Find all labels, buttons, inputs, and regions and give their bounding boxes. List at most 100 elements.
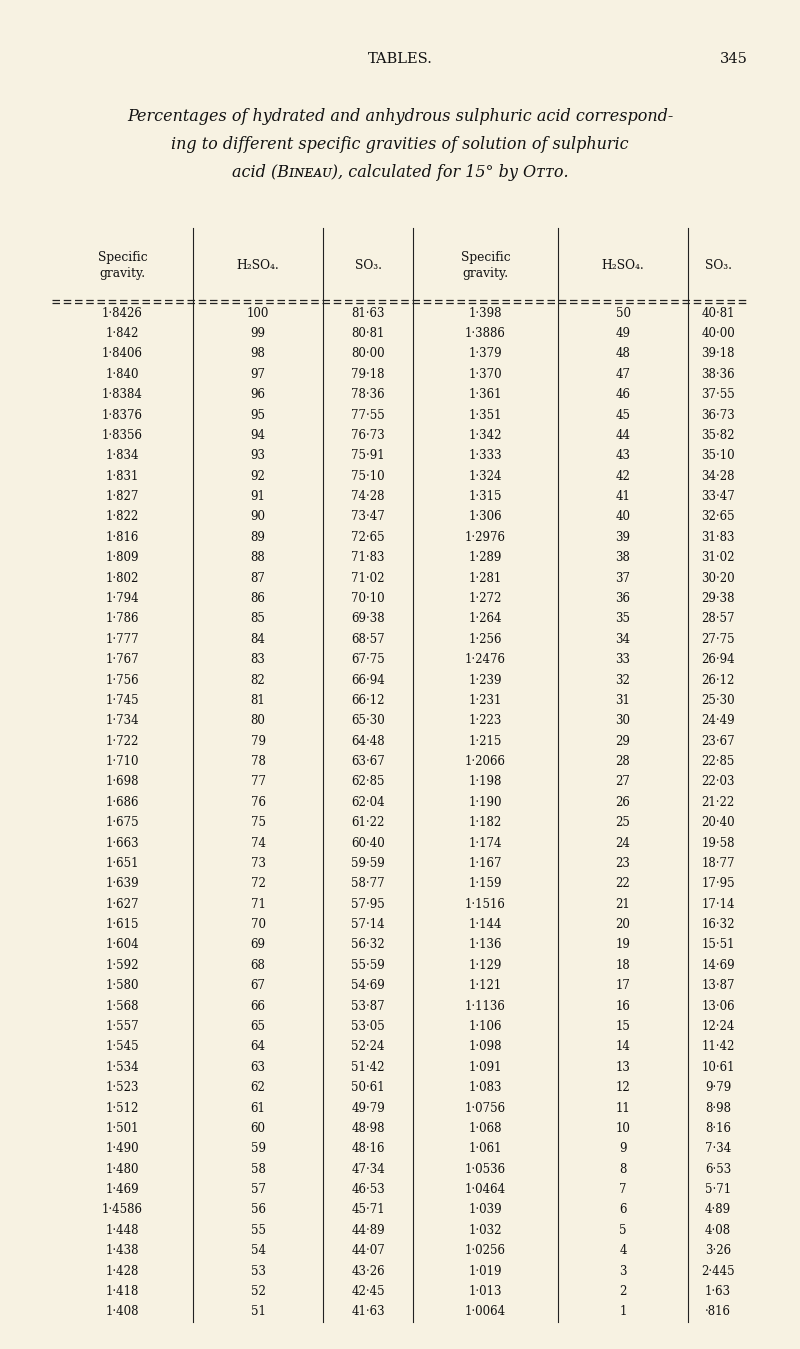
Text: 17·14: 17·14 bbox=[702, 897, 734, 911]
Text: 6: 6 bbox=[619, 1203, 626, 1217]
Text: 1·190: 1·190 bbox=[469, 796, 502, 809]
Text: 22·03: 22·03 bbox=[702, 776, 734, 788]
Text: 15: 15 bbox=[615, 1020, 630, 1033]
Text: 51·42: 51·42 bbox=[351, 1060, 385, 1074]
Text: 59: 59 bbox=[250, 1143, 266, 1155]
Text: SO₃.: SO₃. bbox=[705, 259, 731, 272]
Text: 37·55: 37·55 bbox=[701, 389, 735, 401]
Text: 93: 93 bbox=[250, 449, 266, 463]
Text: 78: 78 bbox=[250, 755, 266, 768]
Text: 1·545: 1·545 bbox=[106, 1040, 139, 1054]
Text: 73·47: 73·47 bbox=[351, 510, 385, 523]
Text: 79·18: 79·18 bbox=[351, 368, 385, 380]
Text: 24·49: 24·49 bbox=[701, 714, 735, 727]
Text: 94: 94 bbox=[250, 429, 266, 442]
Text: 1·061: 1·061 bbox=[469, 1143, 502, 1155]
Text: 61: 61 bbox=[250, 1102, 266, 1114]
Text: 52: 52 bbox=[250, 1286, 266, 1298]
Text: 38: 38 bbox=[615, 552, 630, 564]
Text: 52·24: 52·24 bbox=[351, 1040, 385, 1054]
Text: H₂SO₄.: H₂SO₄. bbox=[237, 259, 279, 272]
Text: 1·091: 1·091 bbox=[469, 1060, 502, 1074]
Text: 73: 73 bbox=[250, 857, 266, 870]
Text: 1·580: 1·580 bbox=[106, 979, 139, 993]
Text: 8: 8 bbox=[619, 1163, 626, 1175]
Text: 7: 7 bbox=[619, 1183, 626, 1197]
Text: 50·61: 50·61 bbox=[351, 1081, 385, 1094]
Text: 70·10: 70·10 bbox=[351, 592, 385, 604]
Text: 49·79: 49·79 bbox=[351, 1102, 385, 1114]
Text: 1·272: 1·272 bbox=[469, 592, 502, 604]
Text: 81: 81 bbox=[250, 693, 266, 707]
Text: 41: 41 bbox=[615, 490, 630, 503]
Text: 1·0756: 1·0756 bbox=[465, 1102, 506, 1114]
Text: 40·81: 40·81 bbox=[702, 306, 734, 320]
Text: 44·07: 44·07 bbox=[351, 1244, 385, 1257]
Text: 1·777: 1·777 bbox=[106, 633, 139, 646]
Text: 50: 50 bbox=[615, 306, 630, 320]
Text: 46: 46 bbox=[615, 389, 630, 401]
Text: 1·144: 1·144 bbox=[469, 919, 502, 931]
Text: 59·59: 59·59 bbox=[351, 857, 385, 870]
Text: 12·24: 12·24 bbox=[702, 1020, 734, 1033]
Text: 66·94: 66·94 bbox=[351, 673, 385, 687]
Text: Percentages of hydrated and anhydrous sulphuric acid correspond-: Percentages of hydrated and anhydrous su… bbox=[127, 108, 673, 125]
Text: 41·63: 41·63 bbox=[351, 1306, 385, 1318]
Text: 33·47: 33·47 bbox=[701, 490, 735, 503]
Text: 1·8384: 1·8384 bbox=[102, 389, 143, 401]
Text: 63·67: 63·67 bbox=[351, 755, 385, 768]
Text: 1·418: 1·418 bbox=[106, 1286, 139, 1298]
Text: 62: 62 bbox=[250, 1081, 266, 1094]
Text: 21: 21 bbox=[616, 897, 630, 911]
Text: 8·98: 8·98 bbox=[705, 1102, 731, 1114]
Text: 74: 74 bbox=[250, 836, 266, 850]
Text: 1·342: 1·342 bbox=[469, 429, 502, 442]
Text: 1·324: 1·324 bbox=[469, 469, 502, 483]
Text: 36: 36 bbox=[615, 592, 630, 604]
Text: 49: 49 bbox=[615, 326, 630, 340]
Text: 1·767: 1·767 bbox=[106, 653, 139, 666]
Text: 23·67: 23·67 bbox=[701, 735, 735, 747]
Text: 1·686: 1·686 bbox=[106, 796, 139, 809]
Text: 20: 20 bbox=[615, 919, 630, 931]
Text: 1·398: 1·398 bbox=[469, 306, 502, 320]
Text: Specific
gravity.: Specific gravity. bbox=[98, 251, 147, 281]
Text: 40: 40 bbox=[615, 510, 630, 523]
Text: 1·379: 1·379 bbox=[469, 348, 502, 360]
Text: 7·34: 7·34 bbox=[705, 1143, 731, 1155]
Text: 1·840: 1·840 bbox=[106, 368, 139, 380]
Text: 1·167: 1·167 bbox=[469, 857, 502, 870]
Text: 18·77: 18·77 bbox=[702, 857, 734, 870]
Text: 13·87: 13·87 bbox=[702, 979, 734, 993]
Text: 1·215: 1·215 bbox=[469, 735, 502, 747]
Text: 53·87: 53·87 bbox=[351, 1000, 385, 1013]
Text: 96: 96 bbox=[250, 389, 266, 401]
Text: 6·53: 6·53 bbox=[705, 1163, 731, 1175]
Text: 32: 32 bbox=[615, 673, 630, 687]
Text: 47·34: 47·34 bbox=[351, 1163, 385, 1175]
Text: 1·129: 1·129 bbox=[469, 959, 502, 971]
Text: 1·1136: 1·1136 bbox=[465, 1000, 506, 1013]
Text: 75: 75 bbox=[250, 816, 266, 830]
Text: 12: 12 bbox=[616, 1081, 630, 1094]
Text: 65: 65 bbox=[250, 1020, 266, 1033]
Text: 1: 1 bbox=[619, 1306, 626, 1318]
Text: 68: 68 bbox=[250, 959, 266, 971]
Text: 1·63: 1·63 bbox=[705, 1286, 731, 1298]
Text: 16: 16 bbox=[615, 1000, 630, 1013]
Text: 76·73: 76·73 bbox=[351, 429, 385, 442]
Text: 1·592: 1·592 bbox=[106, 959, 139, 971]
Text: 1·408: 1·408 bbox=[106, 1306, 139, 1318]
Text: 2: 2 bbox=[619, 1286, 626, 1298]
Text: 1·627: 1·627 bbox=[106, 897, 139, 911]
Text: 62·04: 62·04 bbox=[351, 796, 385, 809]
Text: 4·08: 4·08 bbox=[705, 1224, 731, 1237]
Text: 24: 24 bbox=[615, 836, 630, 850]
Text: 57: 57 bbox=[250, 1183, 266, 1197]
Text: 4·89: 4·89 bbox=[705, 1203, 731, 1217]
Text: 1·0256: 1·0256 bbox=[465, 1244, 506, 1257]
Text: 67·75: 67·75 bbox=[351, 653, 385, 666]
Text: 1·174: 1·174 bbox=[469, 836, 502, 850]
Text: 48·16: 48·16 bbox=[351, 1143, 385, 1155]
Text: 69·38: 69·38 bbox=[351, 612, 385, 626]
